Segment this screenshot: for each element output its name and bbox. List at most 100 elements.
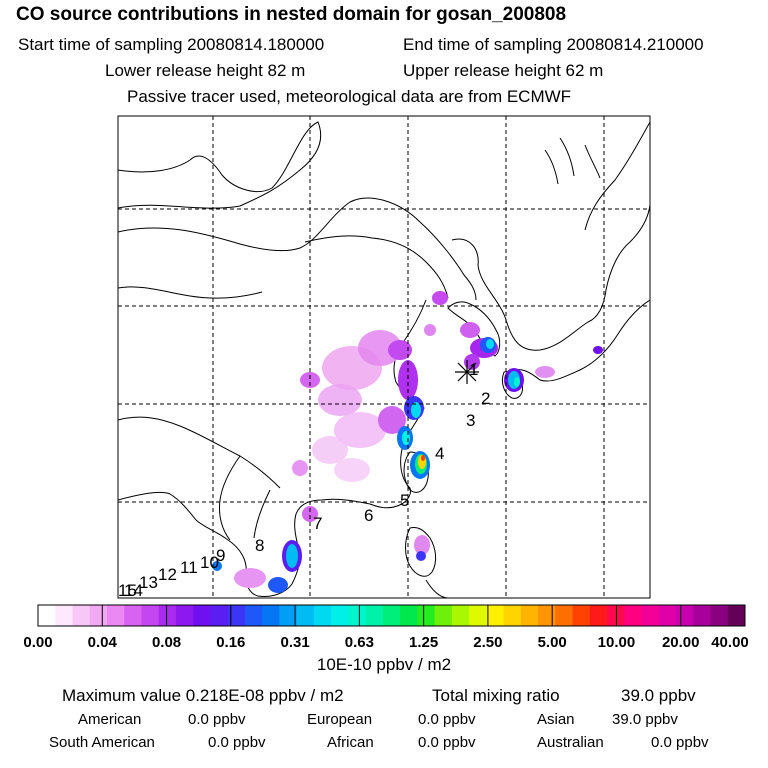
source-name: European <box>307 711 373 728</box>
source-region-label: 13 <box>139 573 158 592</box>
colorbar-swatch <box>693 605 711 626</box>
colorbar-tick-label: 0.63 <box>345 634 374 651</box>
lower-height-label: Lower release height 82 m <box>105 61 306 80</box>
colorbar-swatch <box>589 605 608 626</box>
colorbar-swatch <box>486 605 504 626</box>
colorbar-swatch <box>313 605 332 626</box>
source-name: American <box>78 711 142 728</box>
colorbar-swatch <box>193 605 211 626</box>
colorbar-swatch <box>262 605 280 626</box>
colorbar-swatch <box>38 605 56 626</box>
source-value: 0.0 ppbv <box>651 734 709 751</box>
colorbar-tick-labels: 0.00 0.04 0.08 0.16 0.31 0.63 1.25 2.50 5.00 10.0… <box>23 605 749 651</box>
colorbar-swatch <box>607 605 625 626</box>
source-region-label: 6 <box>364 506 373 525</box>
colorbar-swatch <box>55 605 73 626</box>
colorbar-swatch <box>676 605 694 626</box>
colorbar-swatch <box>538 605 556 626</box>
colorbar-swatch <box>175 605 194 626</box>
colorbar <box>37 604 746 627</box>
source-value: 0.0 ppbv <box>418 711 476 728</box>
colorbar-swatch <box>624 605 642 626</box>
colorbar-tick-label: 20.00 <box>662 634 700 651</box>
colorbar-swatch <box>710 605 729 626</box>
graticule <box>118 116 650 598</box>
colorbar-swatch <box>727 605 746 626</box>
total-mixing-value: 39.0 ppbv <box>621 686 696 705</box>
colorbar-swatch <box>227 605 246 626</box>
colorbar-swatch <box>400 605 418 626</box>
colorbar-swatch <box>89 605 108 626</box>
colorbar-swatch <box>641 605 660 626</box>
source-region-label: 5 <box>400 491 409 510</box>
colorbar-swatch <box>365 605 384 626</box>
start-time-label: Start time of sampling 20080814.180000 <box>18 35 325 54</box>
colorbar-swatch <box>469 605 487 626</box>
source-value: 0.0 ppbv <box>418 734 476 751</box>
colorbar-swatch <box>451 605 470 626</box>
receptor-marker <box>455 360 479 384</box>
source-region-label: 1 <box>469 360 478 379</box>
colorbar-swatch <box>520 605 539 626</box>
colorbar-tick-label: 0.31 <box>280 634 309 651</box>
source-region-label: 7 <box>313 514 322 533</box>
colorbar-swatch <box>106 605 125 626</box>
source-name: Asian <box>537 711 575 728</box>
colorbar-tick-label: 10.00 <box>598 634 636 651</box>
source-name: Australian <box>537 734 604 751</box>
colorbar-tick-label: 0.08 <box>152 634 181 651</box>
colorbar-swatch <box>279 605 298 626</box>
source-name: South American <box>49 734 155 751</box>
colorbar-tick-label: 5.00 <box>538 634 567 651</box>
colorbar-swatch <box>296 605 315 626</box>
colorbar-tick-label: 0.00 <box>23 634 52 651</box>
colorbar-swatch <box>555 605 573 626</box>
colorbar-swatch <box>158 605 177 626</box>
source-region-label: 2 <box>481 389 490 408</box>
colorbar-swatch <box>72 605 91 626</box>
colorbar-swatch <box>210 605 229 626</box>
source-region-label: 15 <box>118 581 137 600</box>
source-region-label: 4 <box>435 444 444 463</box>
meteo-note: Passive tracer used, meteorological data… <box>127 87 572 106</box>
total-mixing-label: Total mixing ratio <box>432 686 560 705</box>
colorbar-tick-label: 0.16 <box>216 634 245 651</box>
colorbar-tick-label: 2.50 <box>473 634 502 651</box>
colorbar-swatch <box>503 605 522 626</box>
colorbar-swatch <box>382 605 401 626</box>
source-region-label: 11 <box>180 558 198 577</box>
colorbar-tick-label: 40.00 <box>711 634 749 651</box>
source-region-label: 9 <box>216 546 225 565</box>
source-region-label: 14 <box>124 581 143 600</box>
colorbar-swatch <box>417 605 436 626</box>
colorbar-swatch <box>331 605 349 626</box>
coastlines <box>118 121 650 598</box>
colorbar-tick-label: 1.25 <box>409 634 438 651</box>
colorbar-swatch <box>434 605 453 626</box>
source-value: 0.0 ppbv <box>188 711 246 728</box>
source-region-label: 8 <box>255 536 264 555</box>
plume <box>212 291 603 593</box>
colorbar-swatch <box>658 605 677 626</box>
source-value: 0.0 ppbv <box>208 734 266 751</box>
colorbar-swatch <box>572 605 591 626</box>
chart-title: CO source contributions in nested domain… <box>16 4 567 25</box>
map-frame <box>117 115 651 599</box>
source-region-label: 10 <box>200 553 219 572</box>
source-region-label: 3 <box>466 411 475 430</box>
max-value-label: Maximum value 0.218E-08 ppbv / m2 <box>62 686 344 705</box>
colorbar-swatch <box>141 605 160 626</box>
end-time-label: End time of sampling 20080814.210000 <box>403 35 704 54</box>
source-region-label: 12 <box>158 565 177 584</box>
map-area <box>118 116 650 598</box>
colorbar-swatch <box>348 605 367 626</box>
source-value: 39.0 ppbv <box>612 711 678 728</box>
upper-height-label: Upper release height 62 m <box>403 61 604 80</box>
colorbar-swatch <box>124 605 142 626</box>
colorbar-tick-label: 0.04 <box>88 634 118 651</box>
colorbar-swatch <box>244 605 263 626</box>
colorbar-unit-label: 10E-10 ppbv / m2 <box>317 655 451 674</box>
source-name: African <box>327 734 374 751</box>
